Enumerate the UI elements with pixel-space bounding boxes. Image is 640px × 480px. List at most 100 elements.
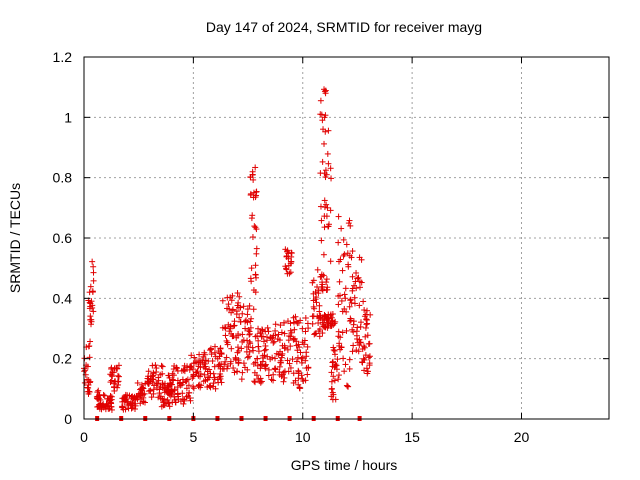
- data-point: [328, 175, 335, 182]
- data-point: [90, 269, 97, 276]
- data-point: [361, 307, 368, 314]
- data-point: [272, 321, 279, 328]
- data-point: [349, 285, 356, 292]
- data-point: [87, 303, 94, 310]
- data-point: [159, 363, 166, 370]
- data-point: [349, 348, 356, 355]
- data-point: [148, 394, 155, 401]
- data-point: [329, 389, 336, 396]
- data-point: [228, 297, 235, 304]
- data-point: [133, 393, 140, 400]
- data-point: [85, 343, 92, 350]
- data-point: [85, 377, 92, 384]
- data-point: [206, 366, 213, 373]
- data-point: [246, 338, 253, 345]
- data-point: [320, 316, 327, 323]
- data-point: [335, 301, 342, 308]
- data-point: [336, 278, 343, 285]
- data-point: [316, 314, 323, 321]
- data-point: [186, 395, 193, 402]
- data-point: [345, 263, 352, 270]
- data-point: [87, 338, 94, 345]
- data-point: [323, 286, 330, 293]
- data-point: [338, 225, 345, 232]
- data-point: [258, 333, 265, 340]
- data-point: [283, 253, 290, 260]
- data-point: [360, 298, 367, 305]
- data-point: [319, 287, 326, 294]
- data-point: [264, 353, 271, 360]
- data-point: [292, 313, 299, 320]
- x-tick-label: 0: [80, 429, 88, 445]
- data-point: [225, 301, 232, 308]
- data-point: [112, 378, 119, 385]
- data-point: [131, 406, 138, 413]
- data-point: [332, 351, 339, 358]
- data-point: [188, 364, 195, 371]
- x-tick-label: 10: [295, 429, 311, 445]
- data-point: [356, 284, 363, 291]
- data-point: [250, 176, 257, 183]
- data-point: [119, 398, 126, 405]
- data-point: [108, 406, 115, 413]
- data-point: [165, 389, 172, 396]
- data-point: [208, 346, 215, 353]
- data-point: [340, 252, 347, 259]
- data-point: [236, 314, 243, 321]
- data-point: [86, 354, 93, 361]
- data-point: [113, 365, 120, 372]
- data-point: [289, 356, 296, 363]
- data-point: [185, 382, 192, 389]
- data-point: [237, 304, 244, 311]
- x-axis-label: GPS time / hours: [291, 457, 398, 473]
- data-point: [325, 160, 332, 167]
- data-point: [360, 355, 367, 362]
- data-point: [277, 357, 284, 364]
- data-point: [276, 363, 283, 370]
- data-point: [174, 377, 181, 384]
- data-point: [215, 379, 222, 386]
- data-point: [171, 393, 178, 400]
- data-point: [189, 383, 196, 390]
- data-point: [167, 387, 174, 394]
- data-point: [246, 348, 253, 355]
- data-point: [324, 204, 331, 211]
- data-point: [207, 382, 214, 389]
- data-point: [217, 375, 224, 382]
- data-point: [255, 337, 262, 344]
- data-point: [253, 372, 260, 379]
- data-point: [150, 390, 157, 397]
- data-point: [235, 299, 242, 306]
- data-point: [348, 299, 355, 306]
- data-point: [254, 355, 261, 362]
- data-point: [316, 326, 323, 333]
- data-point: [145, 380, 152, 387]
- data-point: [313, 299, 320, 306]
- data-point: [302, 357, 309, 364]
- data-point: [321, 140, 328, 147]
- data-point: [366, 362, 373, 369]
- data-point: [250, 360, 257, 367]
- data-point: [354, 275, 361, 282]
- data-point: [134, 379, 141, 386]
- data-point: [265, 328, 272, 335]
- data-point: [205, 374, 212, 381]
- data-point: [361, 313, 368, 320]
- data-point: [234, 349, 241, 356]
- data-point: [152, 362, 159, 369]
- data-point: [108, 400, 115, 407]
- data-point: [275, 351, 282, 358]
- data-point: [228, 345, 235, 352]
- data-point: [316, 302, 323, 309]
- data-point: [347, 297, 354, 304]
- data-point: [247, 318, 254, 325]
- data-point: [250, 194, 257, 201]
- data-point: [351, 294, 358, 301]
- data-point: [196, 358, 203, 365]
- data-point: [296, 344, 303, 351]
- data-point: [340, 355, 347, 362]
- data-point: [253, 245, 260, 252]
- data-point: [263, 337, 270, 344]
- data-point: [153, 365, 160, 372]
- data-point: [223, 354, 230, 361]
